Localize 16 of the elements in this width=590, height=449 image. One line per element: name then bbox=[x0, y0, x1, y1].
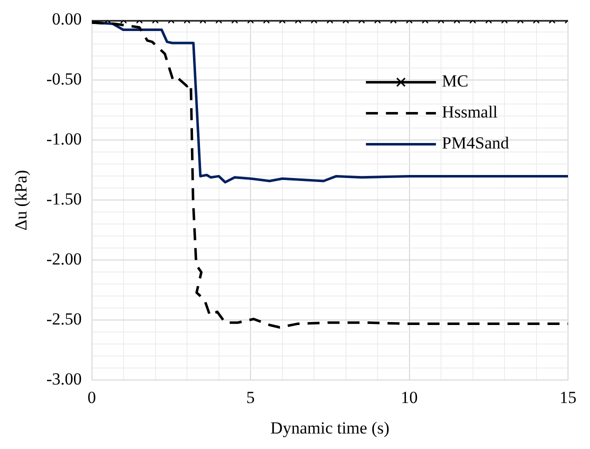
legend-label: Hssmall bbox=[442, 102, 498, 122]
x-tick-label: 5 bbox=[246, 388, 255, 407]
x-tick-label: 15 bbox=[560, 388, 576, 407]
x-axis-title: Dynamic time (s) bbox=[270, 418, 390, 438]
x-tick-label: 10 bbox=[400, 388, 418, 407]
x-tick-label: 0 bbox=[88, 388, 96, 407]
y-tick-label: -2.50 bbox=[46, 310, 82, 329]
y-tick-label: 0.00 bbox=[52, 10, 82, 29]
y-tick-label: -1.50 bbox=[46, 190, 82, 209]
y-tick-label: -3.00 bbox=[46, 370, 82, 389]
legend-label: PM4Sand bbox=[442, 134, 510, 153]
legend-label: MC bbox=[442, 72, 468, 91]
y-axis-title: Δu (kPa) bbox=[12, 170, 31, 230]
y-tick-label: -2.00 bbox=[46, 250, 82, 269]
y-tick-label: -0.50 bbox=[46, 70, 82, 89]
y-tick-label: -1.00 bbox=[46, 130, 82, 149]
